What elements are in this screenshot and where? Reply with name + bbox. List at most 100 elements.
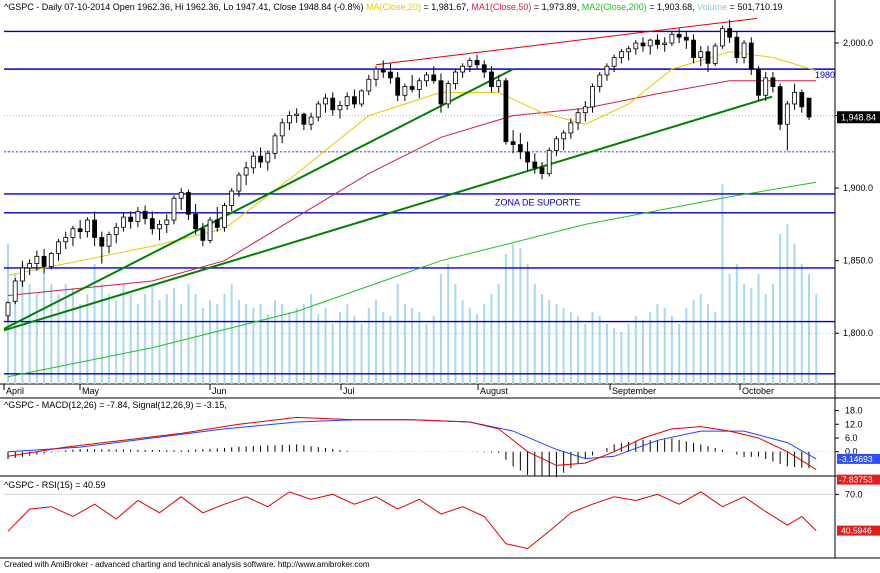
volume-bar [678, 324, 681, 384]
candle-body [792, 91, 797, 105]
legend-ma50-value: = 1,973.89, [533, 2, 580, 12]
candle-body [272, 135, 278, 154]
candle-body [727, 28, 733, 38]
candle-body [178, 192, 184, 199]
volume-bar [541, 294, 543, 384]
candle-body [200, 228, 206, 241]
candle-body [698, 51, 704, 58]
candle-body [683, 36, 689, 41]
volume-bar [815, 294, 818, 384]
candle-body [265, 152, 271, 163]
volume-bar [165, 294, 168, 384]
volume-bar [252, 308, 255, 384]
candle-body [142, 210, 148, 219]
candle-body [279, 122, 285, 137]
candle-body [460, 65, 466, 73]
volume-bar [382, 312, 385, 384]
macd-value-badge [837, 474, 880, 485]
candle-body [453, 71, 458, 85]
macd-line [7, 416, 817, 471]
candle-body [70, 228, 76, 238]
volume-bar [79, 304, 82, 384]
price-axis-label: 1,900.0 [843, 183, 873, 193]
candle-body [34, 255, 40, 264]
candle-body [106, 234, 112, 247]
volume-bar [786, 224, 789, 384]
candle-body [222, 205, 227, 228]
volume-bar [577, 316, 580, 384]
candle-body [489, 71, 494, 87]
volume-bar [274, 300, 276, 384]
volume-bar [403, 304, 406, 384]
volume-bar [627, 324, 630, 384]
candle-body [662, 42, 668, 45]
volume-bar [584, 324, 587, 384]
volume-bar [714, 312, 717, 384]
candle-body [373, 68, 379, 80]
candle-body [56, 241, 61, 254]
candle-body [532, 161, 538, 169]
candle-body [301, 113, 307, 125]
candle-body [784, 103, 790, 125]
volume-bar [115, 300, 118, 384]
volume-bar [706, 304, 709, 384]
candle-body [799, 91, 805, 108]
volume-bar [172, 288, 175, 384]
candle-body [344, 96, 350, 106]
trendline-steep-support [3, 68, 514, 330]
volume-bar [324, 308, 327, 384]
candle-body [157, 223, 162, 230]
volume-bar [122, 284, 125, 384]
candle-body [323, 97, 328, 105]
volume-bar [605, 324, 608, 384]
volume-bar [764, 294, 767, 384]
volume-bar [728, 274, 731, 384]
volume-bar [735, 264, 738, 384]
volume-bar [649, 312, 652, 384]
volume-bar [14, 274, 17, 384]
volume-bar [230, 284, 233, 384]
volume-bar [808, 274, 810, 384]
candle-body [741, 42, 747, 58]
volume-bar [389, 316, 392, 384]
candle-body [691, 39, 696, 58]
volume-bar [670, 316, 673, 384]
candle-body [236, 174, 242, 192]
volume-bar [526, 264, 529, 384]
candle-body [308, 116, 314, 125]
volume-bar [454, 284, 457, 384]
candle-body [395, 77, 401, 96]
volume-bar [620, 332, 623, 384]
volume-bar [418, 312, 421, 384]
candle-body [214, 219, 220, 228]
volume-bar [497, 284, 500, 384]
macd-signal-badge [837, 453, 880, 464]
candle-body [113, 226, 119, 235]
candle-body [597, 74, 603, 87]
volume-bar [259, 304, 262, 384]
candle-body [445, 83, 451, 105]
legend-volume: Volume [697, 2, 728, 12]
volume-bar [692, 300, 695, 384]
volume-bar [57, 294, 60, 384]
candle-body [655, 39, 660, 45]
volume-bar [346, 304, 349, 384]
candle-body [84, 219, 90, 233]
candle-body [99, 237, 105, 247]
legend-volume-value: = 501,710.19 [729, 2, 783, 12]
candle-body [424, 74, 429, 82]
candle-body [229, 190, 235, 206]
candle-body [12, 280, 18, 302]
candle-body [626, 48, 631, 53]
volume-bar [656, 304, 659, 384]
candle-body [359, 90, 364, 105]
candle-body [640, 42, 646, 47]
month-label: September [612, 386, 656, 396]
candle-body [164, 219, 170, 225]
macd-signal-line [7, 419, 817, 460]
volume-bar [353, 316, 356, 384]
rsi-badge-label: 40.5946 [841, 526, 872, 536]
candle-body [575, 112, 581, 124]
candle-body [633, 42, 639, 50]
volume-bar [663, 308, 666, 384]
